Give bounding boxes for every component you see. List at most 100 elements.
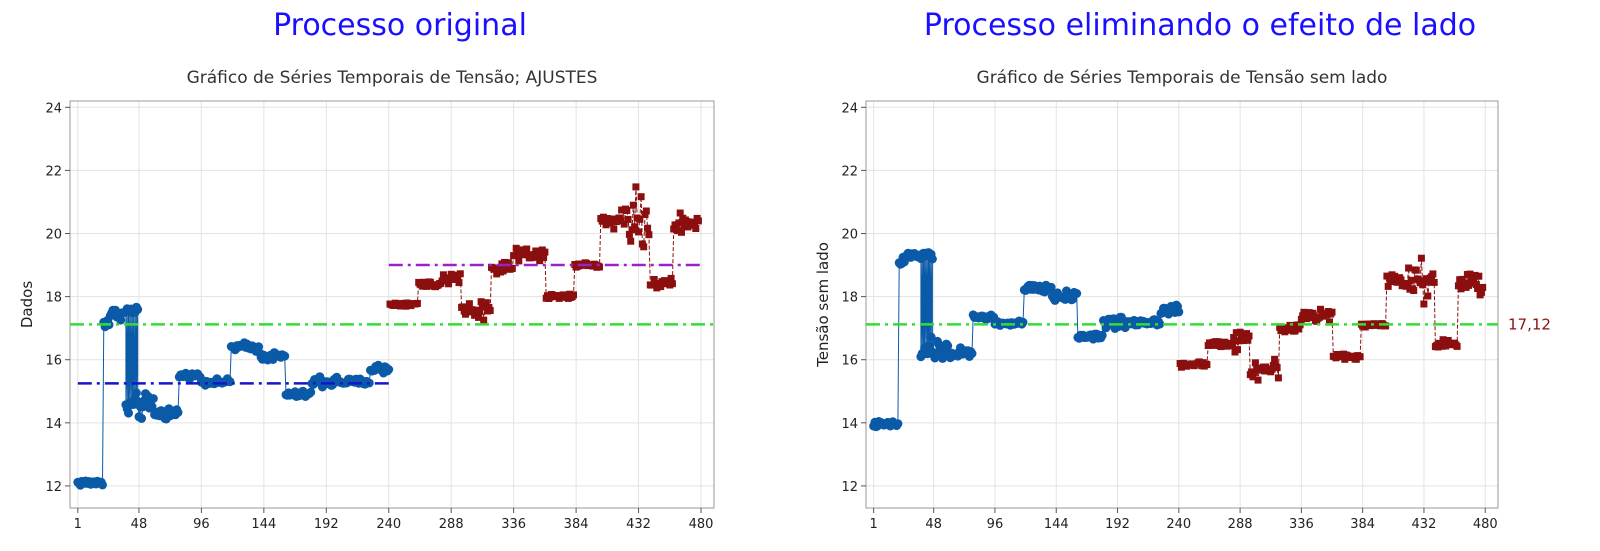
data-point — [465, 300, 473, 308]
data-point — [455, 279, 463, 287]
data-point — [670, 225, 678, 233]
x-tick-label: 1 — [870, 517, 878, 532]
data-point — [1412, 266, 1420, 274]
data-point — [893, 419, 903, 429]
data-point — [1046, 282, 1056, 292]
data-point — [644, 224, 652, 232]
y-tick-label: 20 — [841, 228, 858, 243]
data-point — [1174, 307, 1184, 317]
data-point — [1430, 278, 1438, 286]
data-point — [456, 270, 464, 278]
data-point — [1254, 376, 1262, 384]
data-point — [1461, 279, 1469, 287]
data-point — [1477, 288, 1485, 296]
data-point — [596, 263, 603, 271]
x-tick-label: 96 — [987, 517, 1004, 532]
data-point — [515, 257, 523, 265]
data-point — [1382, 322, 1390, 330]
data-point — [1214, 338, 1222, 346]
data-point — [1250, 368, 1258, 376]
x-tick-label: 144 — [251, 517, 276, 532]
data-point — [459, 303, 467, 311]
data-point — [1295, 325, 1303, 333]
data-point — [173, 408, 183, 417]
data-point — [1326, 318, 1333, 326]
data-point — [1155, 319, 1165, 329]
y-axis-label: Dados — [18, 281, 36, 328]
data-point — [623, 207, 631, 214]
data-point — [1479, 283, 1487, 291]
data-point — [1465, 281, 1473, 289]
y-tick-label: 12 — [841, 480, 858, 495]
data-point — [1251, 359, 1259, 367]
data-point — [481, 303, 489, 311]
data-point — [1420, 300, 1428, 308]
section-heading: Processo eliminando o efeito de lado — [923, 8, 1477, 43]
data-point — [508, 264, 516, 272]
data-point — [640, 243, 648, 251]
data-point — [680, 223, 688, 231]
y-tick-label: 14 — [841, 417, 858, 432]
gridlines — [70, 101, 714, 508]
data-point — [1203, 361, 1211, 369]
data-point — [1419, 281, 1427, 289]
x-tick-label: 48 — [131, 517, 148, 532]
y-tick-label: 20 — [45, 228, 62, 243]
data-point — [1457, 285, 1465, 293]
y-axis-label: Tensão sem lado — [814, 242, 832, 368]
data-point — [131, 388, 141, 398]
data-point — [1245, 332, 1253, 340]
data-point — [620, 220, 628, 228]
data-point — [1341, 355, 1349, 363]
data-point — [676, 209, 684, 217]
panel-no-side-effect: Processo eliminando o efeito de lado Grá… — [800, 0, 1600, 551]
data-point — [1474, 285, 1482, 292]
data-point — [124, 408, 133, 418]
data-point — [1262, 363, 1270, 371]
data-point — [667, 274, 675, 282]
data-point — [541, 248, 549, 256]
data-point — [147, 402, 157, 411]
x-tick-label: 288 — [1228, 517, 1253, 532]
data-point — [1453, 342, 1461, 350]
data-point — [477, 298, 485, 306]
data-point — [1475, 272, 1483, 280]
x-tick-label: 480 — [689, 517, 714, 532]
x-tick-label: 240 — [1166, 517, 1191, 532]
data-point — [540, 254, 548, 262]
data-point — [225, 377, 235, 387]
data-point — [464, 303, 472, 311]
data-point — [1271, 355, 1279, 363]
y-tick-label: 12 — [45, 480, 62, 495]
time-series-chart: Gráfico de Séries Temporais de Tensão se… — [814, 68, 1551, 532]
data-point — [650, 276, 658, 283]
data-point — [133, 305, 143, 314]
data-point — [635, 228, 642, 236]
data-point — [1356, 353, 1364, 361]
data-point — [1466, 270, 1474, 278]
data-point — [1407, 276, 1415, 284]
x-tick-label: 96 — [193, 517, 210, 532]
data-point — [632, 183, 640, 191]
y-tick-label: 18 — [45, 291, 62, 306]
data-point — [570, 291, 577, 299]
data-point — [1072, 289, 1082, 298]
data-point — [625, 230, 633, 238]
data-point — [306, 387, 316, 397]
data-point — [137, 413, 147, 423]
data-point — [1273, 364, 1281, 372]
data-point — [1291, 327, 1299, 335]
data-point — [1303, 315, 1310, 323]
data-point — [98, 480, 107, 490]
data-point — [502, 265, 510, 273]
data-point — [927, 254, 937, 264]
data-point — [462, 310, 469, 318]
data-point — [1417, 254, 1425, 262]
series-group-2 — [386, 183, 702, 324]
data-point — [523, 245, 531, 253]
x-tick-label: 192 — [314, 517, 339, 532]
x-tick-label: 144 — [1044, 517, 1069, 532]
data-point — [413, 299, 421, 307]
data-point — [1236, 328, 1244, 336]
x-tick-label: 384 — [1350, 517, 1375, 532]
